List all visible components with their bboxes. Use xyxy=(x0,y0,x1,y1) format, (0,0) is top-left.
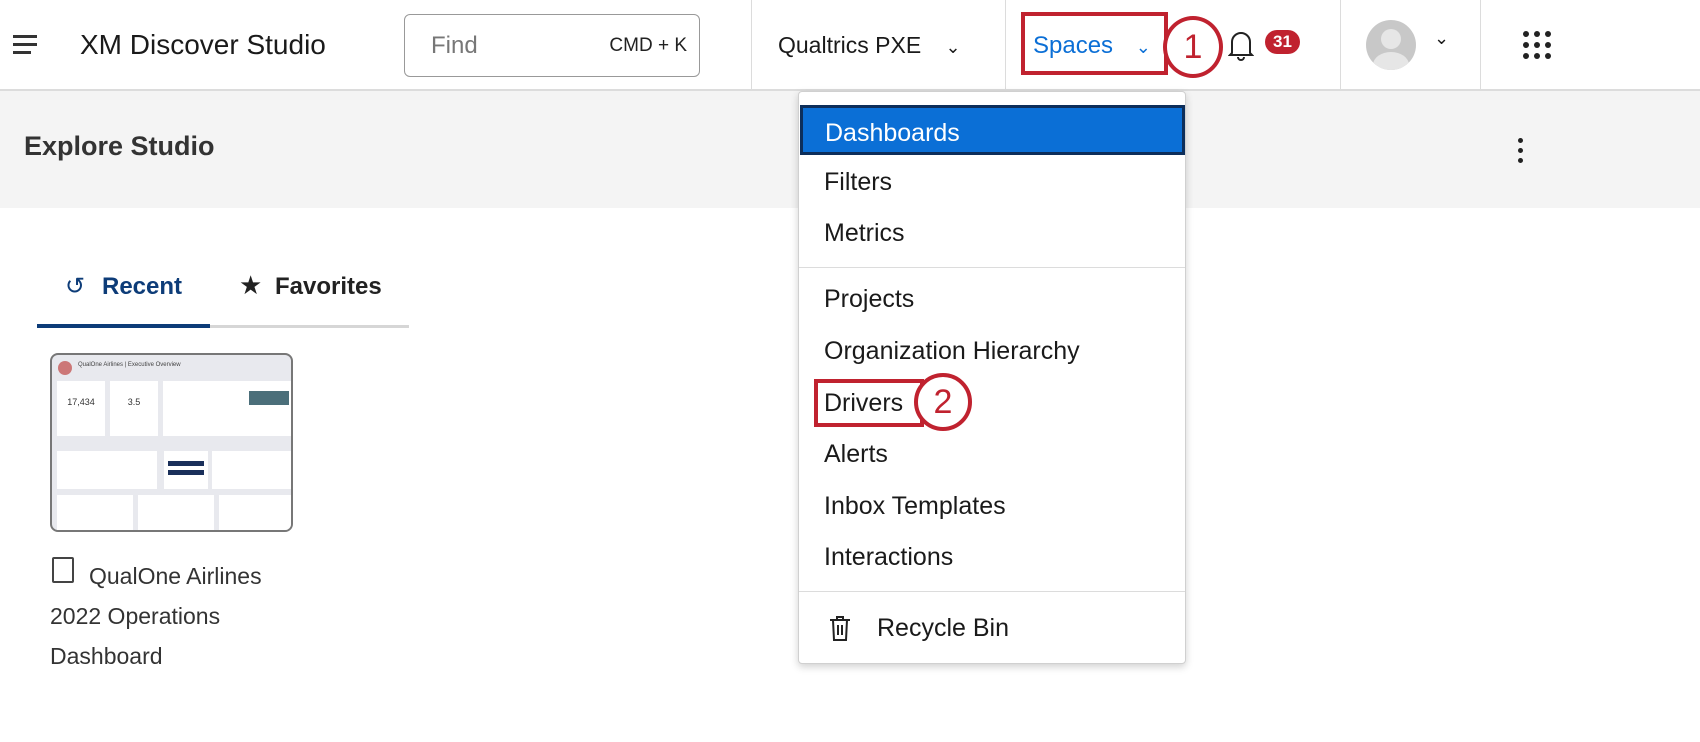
thumbnail-kpi: 17,434 xyxy=(67,397,95,407)
app-title: XM Discover Studio xyxy=(80,29,326,60)
dashboard-title-line: Dashboard xyxy=(50,643,163,669)
recycle-bin-label: Recycle Bin xyxy=(877,614,1009,642)
avatar xyxy=(1366,20,1416,70)
tab-favorites-label: Favorites xyxy=(275,273,382,300)
hamburger-menu-icon[interactable] xyxy=(13,35,39,55)
chevron-down-icon: ⌄ xyxy=(1135,37,1151,57)
menu-item-inbox-templates[interactable]: Inbox Templates xyxy=(824,492,1006,520)
org-selector[interactable]: Qualtrics PXE ⌄ xyxy=(778,32,961,59)
annotation-box-spaces xyxy=(1021,12,1168,75)
spaces-dropdown-menu: Dashboards Filters Metrics Projects Orga… xyxy=(798,91,1186,664)
history-icon: ↺ xyxy=(65,273,86,300)
dashboard-title[interactable]: QualOne Airlines 2022 Operations Dashboa… xyxy=(50,556,262,676)
more-options-icon[interactable] xyxy=(1518,138,1526,163)
menu-item-organization-hierarchy[interactable]: Organization Hierarchy xyxy=(824,337,1080,365)
spaces-menu-button[interactable]: Spaces ⌄ xyxy=(1033,32,1151,60)
menu-item-interactions[interactable]: Interactions xyxy=(824,543,954,571)
top-nav: XM Discover Studio Find CMD + K Qualtric… xyxy=(0,0,1700,91)
menu-item-dashboards[interactable]: Dashboards xyxy=(800,105,1185,155)
tab-recent[interactable]: ↺ Recent xyxy=(37,262,210,328)
thumbnail-heading: QualOne Airlines | Executive Overview xyxy=(78,362,181,368)
spaces-label: Spaces xyxy=(1033,32,1114,59)
book-icon xyxy=(52,557,74,583)
menu-item-filters[interactable]: Filters xyxy=(824,168,893,196)
search-placeholder: Find xyxy=(431,32,478,59)
menu-item-projects[interactable]: Projects xyxy=(824,285,915,313)
thumbnail-kpi: 3.5 xyxy=(127,397,141,407)
org-label: Qualtrics PXE xyxy=(778,32,922,58)
annotation-step-1: 1 xyxy=(1163,16,1223,78)
tab-favorites[interactable]: ★ Favorites xyxy=(237,262,409,328)
notifications-button[interactable]: 31 xyxy=(1228,28,1308,62)
dashboard-thumbnail[interactable]: QualOne Airlines | Executive Overview 17… xyxy=(50,353,293,532)
menu-item-metrics[interactable]: Metrics xyxy=(824,219,905,247)
bell-icon xyxy=(1228,32,1254,61)
trash-icon xyxy=(830,616,850,641)
menu-item-recycle-bin[interactable]: Recycle Bin xyxy=(799,603,1185,653)
user-menu[interactable]: ⌄ xyxy=(1366,20,1456,70)
page-title: Explore Studio xyxy=(24,131,215,161)
search-shortcut: CMD + K xyxy=(609,35,687,56)
chevron-down-icon: ⌄ xyxy=(1434,28,1450,48)
annotation-box-drivers xyxy=(814,379,924,427)
menu-item-drivers[interactable]: Drivers xyxy=(824,389,904,417)
menu-item-alerts[interactable]: Alerts xyxy=(824,440,888,468)
dashboard-title-line: 2022 Operations xyxy=(50,603,221,629)
search-input[interactable]: Find CMD + K xyxy=(404,14,700,77)
dashboard-card[interactable]: QualOne Airlines | Executive Overview 17… xyxy=(50,353,293,673)
dashboard-title-line: QualOne Airlines xyxy=(89,563,262,589)
app-launcher-icon[interactable] xyxy=(1523,31,1551,59)
star-icon: ★ xyxy=(239,270,263,300)
chevron-down-icon: ⌄ xyxy=(945,37,961,57)
tab-recent-label: Recent xyxy=(102,273,183,300)
tab-bar: ↺ Recent ★ Favorites xyxy=(37,262,409,328)
annotation-step-2: 2 xyxy=(914,373,972,431)
notification-badge: 31 xyxy=(1265,30,1300,54)
